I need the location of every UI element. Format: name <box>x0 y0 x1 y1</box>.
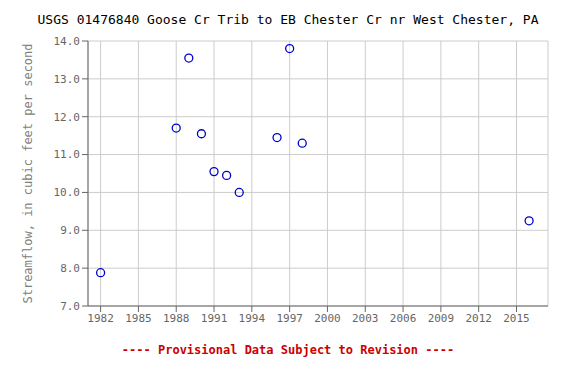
svg-text:2012: 2012 <box>465 312 492 325</box>
svg-text:14.0: 14.0 <box>54 35 81 48</box>
svg-text:2015: 2015 <box>503 312 530 325</box>
svg-text:10.0: 10.0 <box>54 186 81 199</box>
svg-text:11.0: 11.0 <box>54 148 81 161</box>
svg-text:1997: 1997 <box>276 312 303 325</box>
svg-text:1982: 1982 <box>87 312 114 325</box>
svg-text:2006: 2006 <box>390 312 417 325</box>
svg-text:9.0: 9.0 <box>60 224 80 237</box>
svg-text:13.0: 13.0 <box>54 73 81 86</box>
svg-text:1988: 1988 <box>163 312 190 325</box>
svg-text:2003: 2003 <box>352 312 379 325</box>
svg-text:1994: 1994 <box>239 312 266 325</box>
svg-text:8.0: 8.0 <box>60 262 80 275</box>
svg-text:1991: 1991 <box>201 312 228 325</box>
svg-text:1985: 1985 <box>125 312 152 325</box>
svg-text:Streamflow, in cubic feet per: Streamflow, in cubic feet per second <box>21 43 35 303</box>
svg-text:2000: 2000 <box>314 312 341 325</box>
svg-text:7.0: 7.0 <box>60 300 80 313</box>
html-text:USGS 01476840 Goose Cr Trib to: USGS 01476840 Goose Cr Trib to EB Cheste… <box>37 12 539 27</box>
svg-text:12.0: 12.0 <box>54 111 81 124</box>
svg-text:2009: 2009 <box>428 312 455 325</box>
html-text:---- Provisional Data Subject: ---- Provisional Data Subject to Revisio… <box>121 343 455 357</box>
